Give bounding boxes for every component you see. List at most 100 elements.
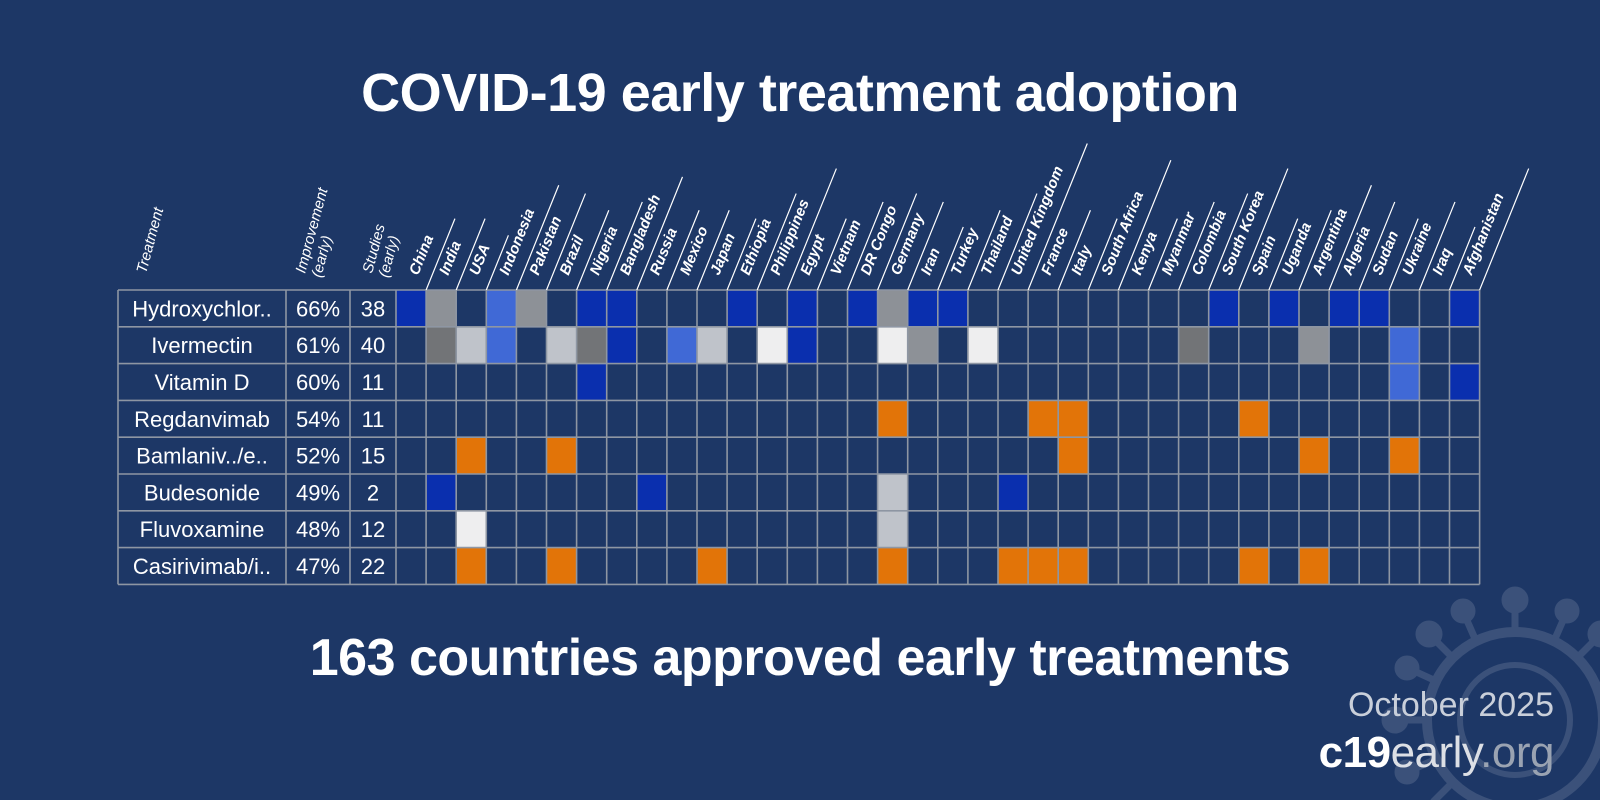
country-label: Mexico (677, 224, 712, 278)
adoption-cell (907, 290, 938, 327)
adoption-cell (606, 326, 637, 364)
header-studies: Studies(early) (359, 222, 404, 279)
country-separator (1238, 168, 1289, 291)
adoption-cell (787, 326, 818, 364)
improvement-value: 49% (296, 480, 340, 505)
studies-value: 38 (361, 296, 385, 321)
adoption-cell (1449, 363, 1480, 401)
country-separator (606, 201, 643, 291)
country-label: USA (466, 242, 494, 278)
adoption-cell (1028, 547, 1059, 585)
chart-title: COVID-19 early treatment adoption (361, 63, 1239, 123)
adoption-cell (1299, 547, 1330, 585)
country-label: China (406, 232, 437, 277)
country-separator (425, 218, 456, 291)
adoption-cell (877, 290, 908, 327)
adoption-cell (426, 290, 457, 327)
adoption-cell (1178, 326, 1209, 364)
country-separator (937, 226, 964, 291)
country-label: India (436, 239, 465, 278)
adoption-cell (456, 547, 487, 585)
country-separator (967, 210, 1001, 291)
treatment-name: Regdanvimab (134, 407, 270, 432)
country-label: Nigeria (587, 224, 622, 278)
adoption-cell (1238, 400, 1269, 438)
country-separator (907, 201, 944, 291)
adoption-cell (456, 437, 487, 474)
adoption-cell (877, 547, 908, 585)
studies-value: 15 (361, 444, 385, 469)
country-label: Afghanistan (1459, 191, 1508, 279)
country-separator (545, 193, 587, 291)
studies-value: 22 (361, 554, 385, 579)
adoption-cell (907, 326, 938, 364)
country-label: Iraq (1429, 246, 1455, 278)
adoption-cell (1299, 326, 1330, 364)
country-separator (786, 168, 837, 291)
date-label: October 2025 (1347, 686, 1554, 724)
adoption-cell (456, 510, 487, 548)
adoption-cell (486, 290, 517, 327)
treatment-name: Casirivimab/i.. (133, 554, 271, 579)
country-separator (1268, 218, 1299, 291)
adoption-cell (636, 474, 667, 511)
adoption-cell (877, 474, 908, 511)
adoption-cell (1058, 547, 1089, 585)
adoption-cell (757, 326, 788, 364)
adoption-cell (787, 290, 818, 327)
country-separator (1358, 201, 1396, 291)
adoption-cell (1389, 437, 1420, 474)
country-separator (1147, 218, 1178, 291)
country-separator (816, 218, 847, 291)
country-separator (696, 210, 730, 291)
country-separator (1087, 218, 1118, 291)
country-separator (756, 193, 797, 291)
country-label: Iran (918, 246, 944, 278)
adoption-cell (426, 326, 457, 364)
adoption-cell (847, 290, 878, 327)
adoption-cell (576, 326, 607, 364)
adoption-cell (1449, 290, 1480, 327)
adoption-cell (1389, 326, 1420, 364)
country-separator (1117, 159, 1172, 291)
treatment-name: Budesonide (144, 480, 260, 505)
studies-value: 11 (362, 407, 385, 432)
adoption-cell (967, 326, 998, 364)
country-label: Italy (1068, 243, 1095, 278)
country-separator (455, 218, 486, 291)
studies-value: 12 (361, 517, 385, 542)
country-separator (485, 235, 509, 291)
country-separator (636, 176, 684, 291)
adoption-cell (877, 400, 908, 438)
summary-headline: 163 countries approved early treatments (309, 629, 1291, 687)
header-improvement: Improvement(early) (292, 185, 347, 279)
site-logo-part1: c19 (1318, 728, 1391, 777)
adoption-cell (516, 290, 547, 327)
improvement-value: 66% (296, 296, 340, 321)
adoption-cell (546, 547, 577, 585)
adoption-cell (998, 547, 1029, 585)
country-separator (877, 193, 918, 291)
adoption-cell (877, 326, 908, 364)
improvement-value: 61% (296, 333, 340, 358)
site-logo-part3: .org (1480, 728, 1554, 777)
country-separator (1418, 201, 1456, 291)
adoption-cell (576, 363, 607, 401)
country-separator (726, 218, 757, 291)
adoption-cell (1299, 437, 1330, 474)
country-separator (1298, 210, 1332, 291)
country-separator (997, 193, 1038, 291)
treatment-name: Ivermectin (151, 333, 252, 358)
adoption-cell (998, 474, 1029, 511)
improvement-value: 47% (296, 554, 340, 579)
adoption-cell (697, 326, 728, 364)
adoption-cell (697, 547, 728, 585)
grid-lines (117, 289, 1481, 586)
country-separator (576, 210, 610, 291)
adoption-cell (1058, 437, 1089, 474)
country-separator (1328, 185, 1372, 291)
studies-value: 40 (361, 333, 385, 358)
adoption-cell (546, 326, 577, 364)
